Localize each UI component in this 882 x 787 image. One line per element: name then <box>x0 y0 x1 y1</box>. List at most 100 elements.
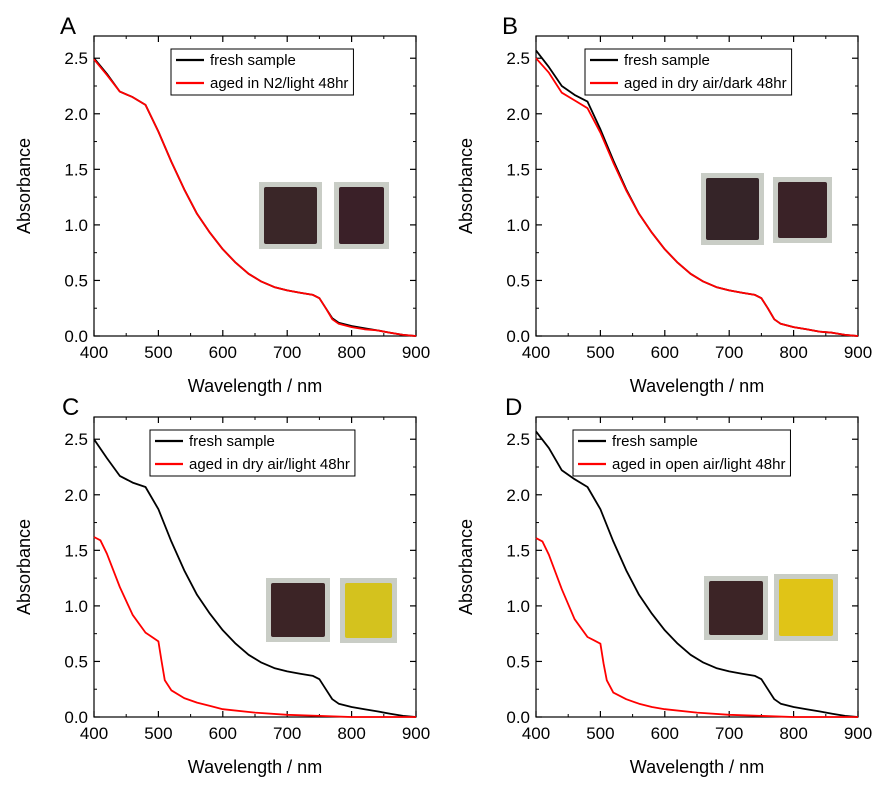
sample-photo <box>259 182 322 249</box>
sample-photo <box>334 182 389 249</box>
legend-entry: fresh sample <box>189 433 275 450</box>
x-tick-label: 600 <box>651 724 679 743</box>
x-tick-label: 900 <box>402 343 430 362</box>
legend: fresh sample aged in dry air/dark 48hr <box>584 48 793 96</box>
x-tick-label: 400 <box>522 724 550 743</box>
legend-entry: fresh sample <box>624 52 710 69</box>
legend-entry: fresh sample <box>210 52 296 69</box>
x-tick-label: 400 <box>80 343 108 362</box>
sample-photo <box>701 173 764 245</box>
legend-entry: aged in dry air/dark 48hr <box>624 75 787 92</box>
legend: fresh sample aged in dry air/light 48hr <box>149 429 356 477</box>
x-tick-label: 500 <box>586 724 614 743</box>
chart-panel-c: C 400 500 600 700 800 900 0.0 0.5 1.0 1.5 2.0 2.5 Wav… <box>14 394 430 777</box>
sample-film <box>778 182 827 238</box>
sample-film <box>709 581 763 635</box>
y-tick-label: 0.5 <box>506 271 530 290</box>
y-tick-label: 0.0 <box>64 327 88 346</box>
chart-panel-a: A 400 500 600 700 800 900 0.0 0.5 1.0 1.5 2.0 2.5 Wav… <box>14 13 430 396</box>
panel-label: A <box>60 13 76 40</box>
y-tick-label: 0.0 <box>506 708 530 727</box>
y-tick-label: 1.0 <box>506 597 530 616</box>
x-tick-label: 400 <box>80 724 108 743</box>
x-tick-label: 400 <box>522 343 550 362</box>
y-axis-label: Absorbance <box>14 519 34 615</box>
legend: fresh sample aged in N2/light 48hr <box>170 48 354 96</box>
x-tick-label: 500 <box>144 724 172 743</box>
x-tick-label: 900 <box>844 343 872 362</box>
y-tick-label: 1.0 <box>506 216 530 235</box>
y-tick-label: 1.0 <box>64 216 88 235</box>
x-tick-label: 600 <box>209 343 237 362</box>
y-axis-label: Absorbance <box>14 138 34 234</box>
x-axis-label: Wavelength / nm <box>630 757 764 777</box>
sample-film <box>345 583 392 638</box>
y-tick-label: 2.5 <box>64 430 88 449</box>
y-tick-label: 0.0 <box>64 708 88 727</box>
y-tick-label: 2.5 <box>64 49 88 68</box>
x-tick-label: 700 <box>273 343 301 362</box>
sample-photo <box>340 578 397 643</box>
x-tick-label: 800 <box>779 343 807 362</box>
sample-film <box>706 178 759 240</box>
x-tick-label: 800 <box>337 724 365 743</box>
sample-photo <box>704 576 768 640</box>
panel-label: C <box>62 394 79 421</box>
panel-label: D <box>505 394 522 421</box>
y-tick-label: 2.5 <box>506 430 530 449</box>
y-tick-label: 2.5 <box>506 49 530 68</box>
legend-box <box>584 48 793 96</box>
sample-film <box>271 583 325 637</box>
legend-entry: fresh sample <box>612 433 698 450</box>
y-tick-label: 1.5 <box>506 541 530 560</box>
y-tick-label: 1.5 <box>506 160 530 179</box>
y-axis-label: Absorbance <box>456 519 476 615</box>
y-tick-label: 0.0 <box>506 327 530 346</box>
x-tick-label: 700 <box>715 724 743 743</box>
series-line-fresh <box>535 430 859 718</box>
legend-entry: aged in open air/light 48hr <box>612 456 785 473</box>
legend-box <box>149 429 356 477</box>
sample-film <box>779 579 833 636</box>
x-axis-label: Wavelength / nm <box>630 376 764 396</box>
chart-panel-d: D 400 500 600 700 800 900 0.0 0.5 1.0 1.5 2.0 2.5 Wav… <box>456 394 872 777</box>
x-tick-label: 900 <box>844 724 872 743</box>
x-axis-label: Wavelength / nm <box>188 376 322 396</box>
series-line-aged <box>93 536 416 718</box>
x-tick-label: 600 <box>651 343 679 362</box>
x-tick-label: 600 <box>209 724 237 743</box>
y-tick-label: 2.0 <box>64 105 88 124</box>
panel-label: B <box>502 13 518 40</box>
x-tick-label: 800 <box>337 343 365 362</box>
y-tick-label: 2.0 <box>506 105 530 124</box>
x-tick-label: 800 <box>779 724 807 743</box>
legend-entry: aged in N2/light 48hr <box>210 75 348 92</box>
x-axis-label: Wavelength / nm <box>188 757 322 777</box>
y-tick-label: 1.5 <box>64 541 88 560</box>
x-tick-label: 900 <box>402 724 430 743</box>
y-tick-label: 0.5 <box>64 271 88 290</box>
chart-panel-b: B 400 500 600 700 800 900 0.0 0.5 1.0 1.5 2.0 2.5 Wav… <box>456 13 872 396</box>
y-tick-label: 2.0 <box>64 486 88 505</box>
x-tick-label: 700 <box>273 724 301 743</box>
x-tick-label: 500 <box>586 343 614 362</box>
sample-film <box>339 187 384 244</box>
sample-photo <box>774 574 838 641</box>
sample-photo <box>266 578 330 642</box>
y-tick-label: 2.0 <box>506 486 530 505</box>
y-tick-label: 1.0 <box>64 597 88 616</box>
y-tick-label: 0.5 <box>506 652 530 671</box>
x-tick-label: 700 <box>715 343 743 362</box>
series-line-aged <box>93 58 417 337</box>
x-tick-label: 500 <box>144 343 172 362</box>
y-tick-label: 0.5 <box>64 652 88 671</box>
legend-entry: aged in dry air/light 48hr <box>189 456 350 473</box>
legend-box <box>170 48 354 96</box>
y-tick-label: 1.5 <box>64 160 88 179</box>
y-axis-label: Absorbance <box>456 138 476 234</box>
sample-film <box>264 187 317 244</box>
series-line-aged <box>535 537 858 718</box>
series-line-fresh <box>93 438 417 718</box>
sample-photo <box>773 177 832 243</box>
